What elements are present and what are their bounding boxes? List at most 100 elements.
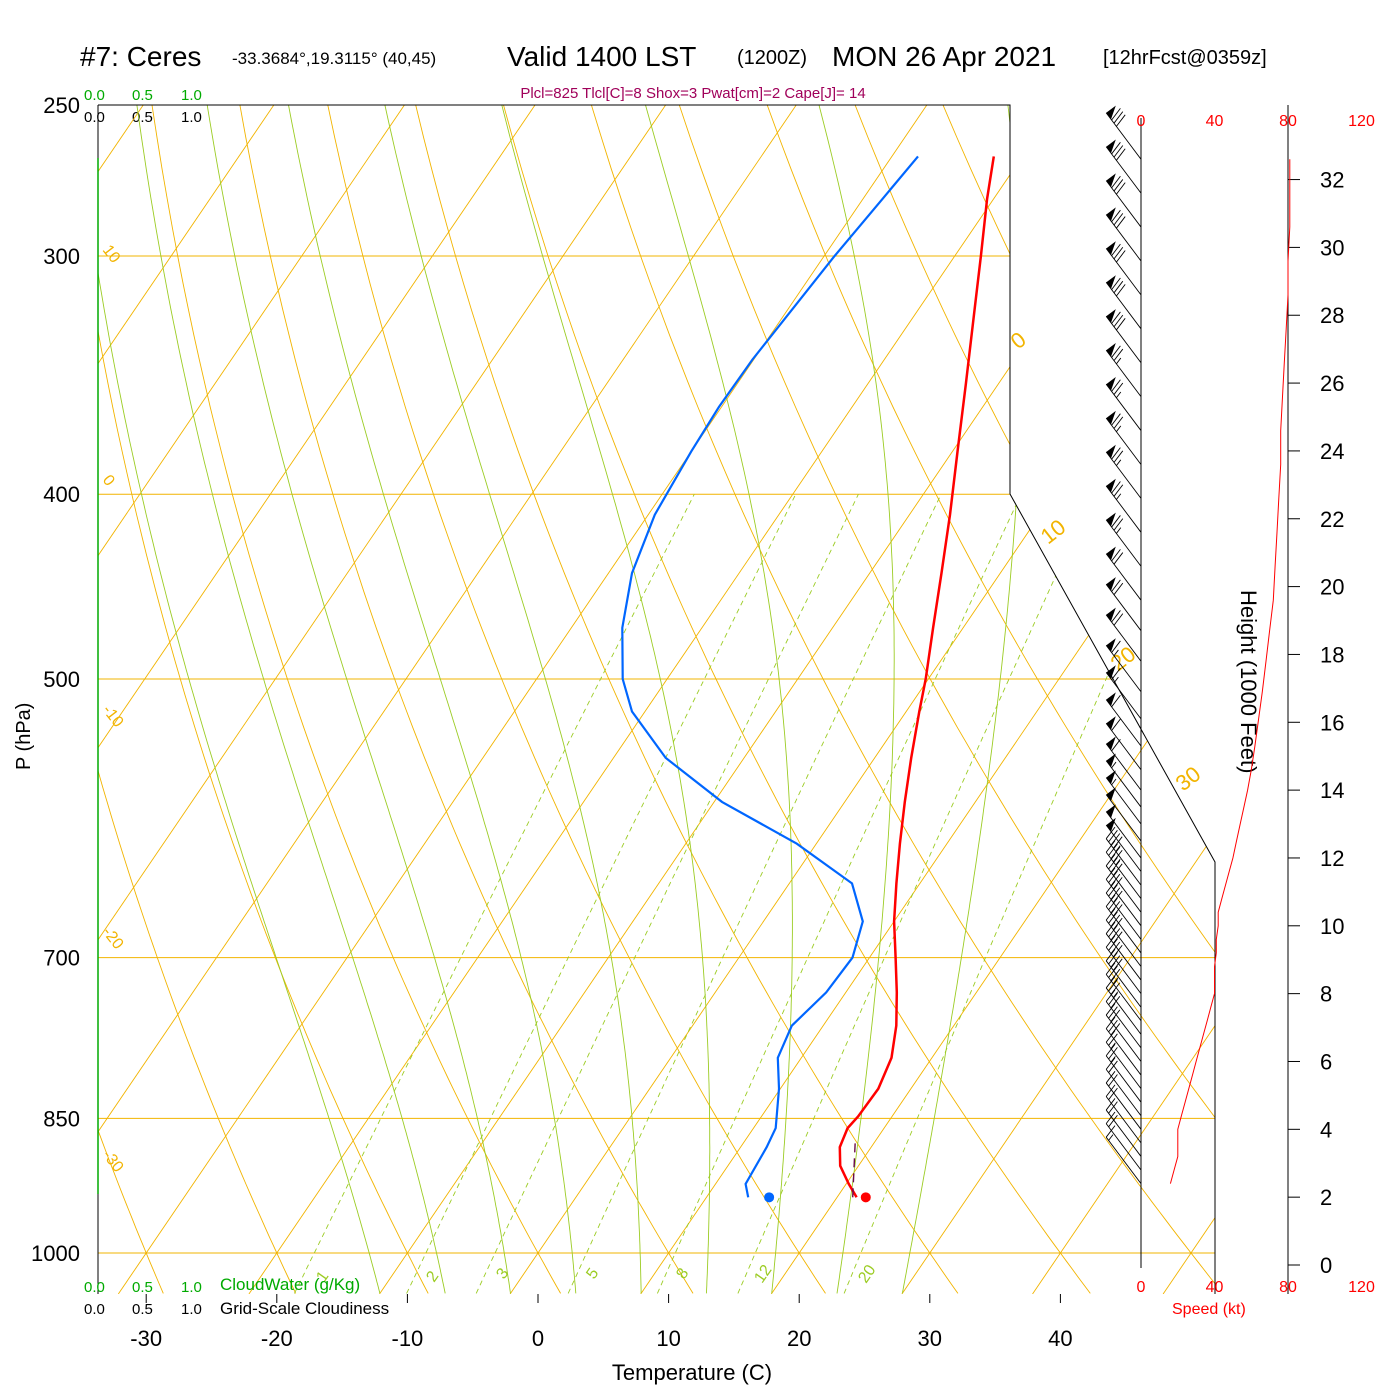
temperature-tick-label: -10 [392,1326,424,1351]
wind-barb-feather [1105,921,1116,934]
wind-barb-feather [1111,175,1121,189]
wind-barb-flag [1106,275,1116,289]
x-axis-label: Temperature (C) [612,1360,772,1385]
wind-barb-feather [1111,142,1121,155]
wind-barb-feather [1108,952,1118,965]
wind-barb-feather [1108,1019,1118,1033]
wind-barb-feather [1105,948,1116,962]
wind-barb-feather [1105,989,1116,1002]
dry-adiabat--10 [98,105,429,1294]
wind-barb-feather [1111,243,1121,256]
mixing-ratio-label: 20 [855,1262,879,1286]
wind-barb-staff [1105,960,1142,1008]
wind-barb-feather [1111,379,1121,392]
wind-barb-feather [1113,179,1124,192]
wind-barb-feather [1110,941,1121,954]
wind-barb-feather [1110,996,1121,1009]
wind-barb-feather [1113,917,1123,930]
wind-barb [1105,921,1142,981]
wind-barb [1105,989,1142,1049]
wind-barb-feather [1105,894,1116,907]
wind-barb-feather [1108,1074,1118,1087]
wind-barb-half-feather [1116,425,1122,432]
wind-barb-staff [1105,865,1142,913]
wind-barb-staff [1105,824,1142,872]
mixing-ratio-label: 8 [673,1265,692,1282]
wind-barb [1105,665,1142,720]
wind-barb-half-feather [1111,778,1117,786]
wind-barb-flag [1106,410,1116,425]
wind-barb-feather [1111,108,1121,121]
cw-bottom-tick-1: 0.5 [132,1279,153,1296]
wind-barb-staff [1105,777,1142,825]
isotherm-0 [509,105,1215,1294]
wind-barb-feather [1113,613,1124,626]
wind-barb-staff [1105,906,1142,954]
wind-barb [1105,478,1142,533]
wind-barb [1105,962,1142,1022]
wind-barb-feather [1113,958,1123,971]
wind-barb-feather [1113,863,1123,876]
wind-barb-staff [1105,811,1142,859]
speed-tick-label-bottom: 0 [1137,1279,1146,1296]
speed-tick-label-top: 80 [1279,113,1297,130]
y-axis-label: P (hPa) [13,703,35,770]
temperature-tick-label: 40 [1048,1326,1072,1351]
wind-barb-staff [1105,248,1142,296]
wind-barb [1105,1084,1142,1144]
wind-barb-feather [1111,610,1121,623]
height-axis-label: Height (1000 Feet) [1236,590,1261,773]
height-tick-label: 4 [1320,1117,1332,1142]
wind-barb-staff [1105,794,1142,842]
wind-barb-staff [1105,383,1142,431]
cloud-legend-bottom: 0.0 0.5 1.0 CloudWater (g/Kg) 0.0 0.5 1.… [84,1275,389,1318]
parcel-path [852,1137,857,1198]
wind-barb-feather [1108,830,1118,843]
wind-barb-feather [1113,314,1124,327]
wind-barb-staff [1105,553,1142,601]
dry-adiabat-20 [320,105,826,1294]
wind-barb-feather [1111,667,1121,680]
wind-barb [1105,1043,1142,1103]
wind-barb-half-feather [1116,527,1122,534]
height-tick-label: 20 [1320,575,1344,600]
isotherm-label: 0 [99,472,118,490]
wind-barb [1105,692,1142,747]
wind-barb [1105,607,1142,662]
wind-barb-feather [1105,976,1116,989]
wind-barb-feather [1105,1098,1116,1111]
dry-adiabat--30 [98,105,164,1294]
wind-barb [1105,173,1142,228]
temperature-profile [838,156,996,1198]
height-tick-label: 0 [1320,1253,1332,1278]
isotherm-40 [1032,105,1215,1294]
wind-barb-flag [1106,343,1116,357]
wind-barb-feather [1105,840,1116,853]
gc-tick-0: 0.0 [84,109,105,126]
cw-bottom-tick-0: 0.0 [84,1279,105,1296]
speed-tick-label-top: 0 [1137,113,1146,130]
mixing-ratio-label: 2 [423,1268,442,1285]
wind-barb-half-feather [1110,1056,1116,1063]
wind-barb-feather [1110,1023,1121,1036]
wind-barb-feather [1105,1084,1116,1097]
wind-barb-feather [1105,1043,1116,1057]
wind-speed-profile [1169,159,1291,1184]
wind-barb-staff [1105,417,1142,465]
height-tick-label: 10 [1320,914,1344,939]
moist-adiabat--5 [136,105,446,1294]
dewpoint-profile [621,155,919,1198]
temperature-tick-label: 0 [532,1326,544,1351]
cloud-legend-top: 0.0 0.5 1.0 0.0 0.5 1.0 [84,87,202,126]
wind-barb-feather [1110,860,1121,873]
wind-barb-feather [1110,873,1121,887]
wind-barb-feather [1105,1003,1116,1016]
wind-barb-feather [1108,843,1118,856]
valid-date: MON 26 Apr 2021 [832,41,1056,72]
wind-barb-feather [1105,935,1116,948]
wind-barb [1105,309,1142,363]
height-tick-label: 6 [1320,1049,1332,1074]
wind-barb-staff [1105,723,1142,771]
wind-barb-staff [1105,645,1142,693]
height-tick-label: 2 [1320,1185,1332,1210]
